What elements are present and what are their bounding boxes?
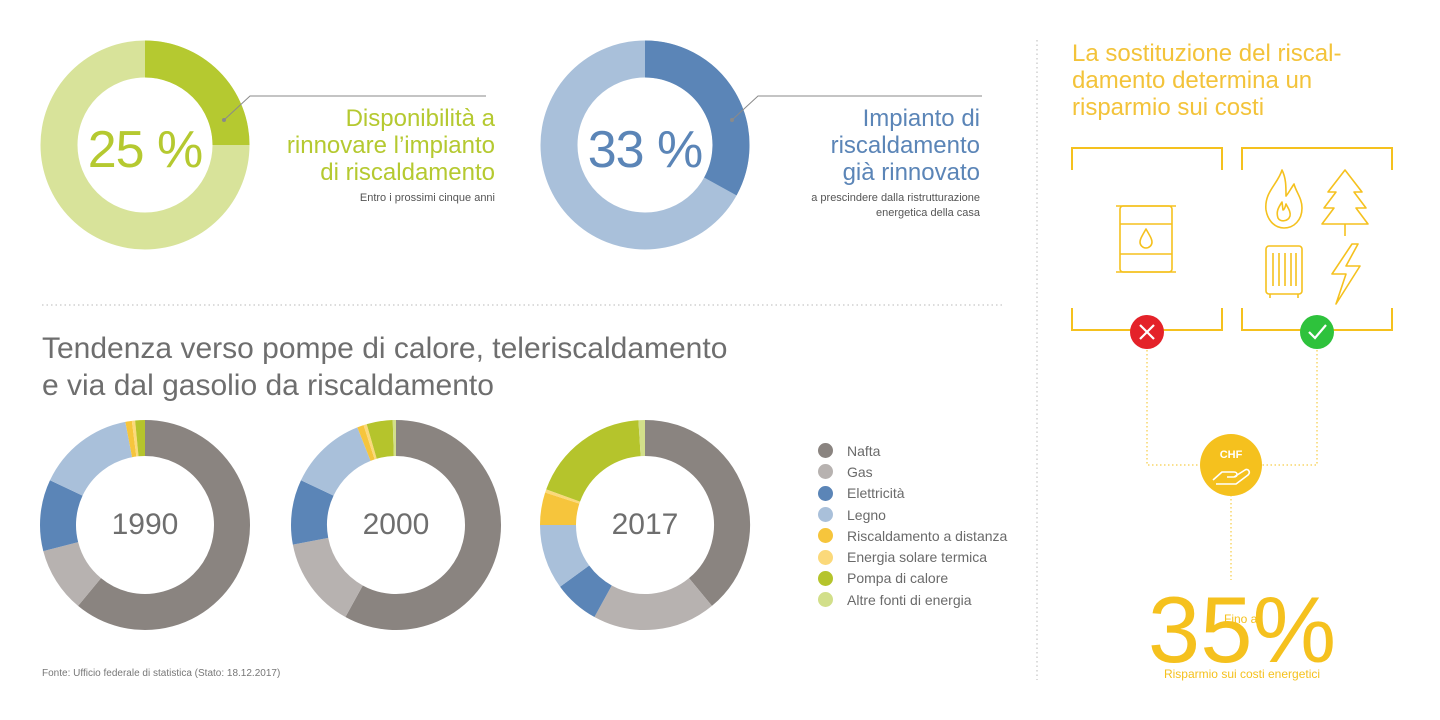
donut-slice-1990-riscaldamento-a-distanza — [125, 420, 137, 458]
vertical-divider — [1036, 40, 1038, 680]
flame-icon — [1265, 169, 1303, 229]
chf-savings-icon — [1200, 434, 1262, 496]
donut-slice-1990-legno — [49, 421, 133, 497]
donut-slice-2017-nafta — [644, 420, 750, 606]
horizontal-divider — [42, 304, 1004, 306]
stat-title-25-line: di riscaldamento — [320, 159, 495, 186]
donut-slice-2000-riscaldamento-a-distanza — [357, 425, 375, 461]
legend-label: Legno — [847, 506, 886, 523]
donut-slice-2000-elettricit- — [291, 480, 334, 545]
chf-label: CHF — [1219, 449, 1243, 461]
donut-slice-2000-energia-solare-termica — [363, 424, 377, 460]
legend-swatch — [818, 443, 833, 459]
legend-item: Energia solare termica — [818, 546, 1007, 567]
savings-percent: 35% — [1147, 577, 1337, 682]
year-label-2000: 2000 — [362, 508, 430, 541]
comparison-diagram — [1071, 147, 1393, 580]
donut-25 — [40, 40, 250, 250]
right-title-line: risparmio sui costi — [1072, 94, 1265, 121]
year-label-1990: 1990 — [111, 508, 179, 541]
donut-slice-2017-gas — [594, 577, 712, 630]
legend-swatch — [818, 507, 833, 523]
heat-pump-icon — [1265, 245, 1303, 298]
stat-sub-33: a prescindere dalla ristrutturazione ene… — [740, 191, 980, 221]
donut-slice-2017-riscaldamento-a-distanza — [540, 492, 580, 526]
recommended-icon — [1300, 315, 1334, 349]
stat-sub-25: Entro i prossimi cinque anni — [230, 191, 495, 206]
section-title-line: Tendenza verso pompe di calore, telerisc… — [42, 332, 728, 365]
legend-swatch — [818, 570, 833, 586]
legend-label: Riscaldamento a distanza — [847, 527, 1008, 544]
stat-title-25-line: rinnovare l’impianto — [286, 132, 495, 159]
savings-caption: Risparmio sui costi energetici — [1163, 667, 1321, 681]
legend-item: Legno — [818, 504, 1007, 525]
donut-slice-2000-pompa-di-calore — [366, 420, 395, 459]
donut-33 — [540, 40, 750, 250]
legend-item: Nafta — [818, 440, 1007, 461]
legend-swatch — [818, 485, 833, 501]
donut-slice-2017-energia-solare-termica — [545, 489, 581, 504]
legend-swatch — [818, 549, 833, 565]
stat-sub-25-line: Entro i prossimi cinque anni — [359, 192, 495, 204]
stat-sub-33-line: energetica della casa — [876, 207, 980, 219]
tree-icon — [1321, 169, 1369, 236]
bracket-old-heating — [1071, 147, 1223, 331]
legend-label: Energia solare termica — [847, 549, 988, 566]
leader-line-25 — [222, 95, 486, 122]
stat-percent-25: 25 % — [87, 121, 204, 179]
legend-item: Pompa di calore — [818, 568, 1007, 589]
stat-sub-33-line: a prescindere dalla ristrutturazione — [811, 192, 980, 204]
legend-label: Elettricità — [847, 485, 905, 502]
not-recommended-icon — [1130, 315, 1164, 349]
source-note: Fonte: Ufficio federale di statistica (S… — [42, 668, 281, 679]
right-panel-title: La sostituzione del riscal- damento dete… — [1072, 40, 1372, 121]
stat-title-25: Disponibilità a rinnovare l’impianto di … — [230, 105, 495, 186]
donut-slice-2017-legno — [540, 524, 590, 587]
legend-label: Nafta — [847, 442, 881, 459]
fino-al-label: Fino al — [1223, 612, 1261, 626]
legend-swatch — [818, 592, 833, 608]
year-donut-2000 — [291, 420, 501, 630]
bracket-new-heating — [1241, 147, 1393, 331]
donut-slice-2000-gas — [292, 537, 364, 618]
legend-item: Altre fonti di energia — [818, 589, 1007, 610]
legend-swatch — [818, 464, 833, 480]
legend-label: Gas — [847, 463, 873, 480]
stat-title-33-line: riscaldamento — [830, 132, 980, 159]
legend-label: Pompa di calore — [847, 570, 949, 587]
stat-percent-33: 33 % — [587, 121, 704, 179]
stat-title-25-line: Disponibilità a — [345, 105, 495, 132]
donut-slice-1990-gas — [43, 541, 102, 606]
lightning-icon — [1331, 243, 1361, 305]
legend-item: Elettricità — [818, 483, 1007, 504]
section-title: Tendenza verso pompe di calore, telerisc… — [42, 330, 802, 404]
donut-slice-2000-legno — [300, 427, 372, 497]
legend-item: Riscaldamento a distanza — [818, 525, 1007, 546]
legend-item: Gas — [818, 461, 1007, 482]
year-label-2017: 2017 — [611, 508, 679, 541]
right-title-line: La sostituzione del riscal- — [1072, 40, 1342, 67]
year-donut-2017 — [540, 419, 750, 630]
year-donut-1990 — [40, 420, 250, 630]
leader-line-33 — [730, 95, 982, 122]
section-title-line: e via dal gasolio da riscaldamento — [42, 369, 494, 402]
stat-title-33-line: già rinnovato — [842, 159, 980, 186]
chart-legend: Nafta Gas Elettricità Legno Riscaldament… — [818, 440, 1007, 610]
right-title-line: damento determina un — [1072, 67, 1313, 94]
oil-barrel-icon — [1116, 205, 1176, 273]
stat-title-33: Impianto di riscaldamento già rinnovato — [740, 105, 980, 186]
legend-swatch — [818, 528, 833, 544]
donut-slice-2017-pompa-di-calore — [546, 420, 642, 503]
legend-label: Altre fonti di energia — [847, 591, 972, 608]
donut-slice-1990-elettricit- — [40, 480, 83, 552]
donut-slice-2000-nafta — [345, 420, 501, 630]
donut-slice-2017-elettricit- — [560, 564, 613, 618]
donut-slice-1990-nafta — [78, 420, 250, 630]
stat-title-33-line: Impianto di — [862, 105, 980, 132]
